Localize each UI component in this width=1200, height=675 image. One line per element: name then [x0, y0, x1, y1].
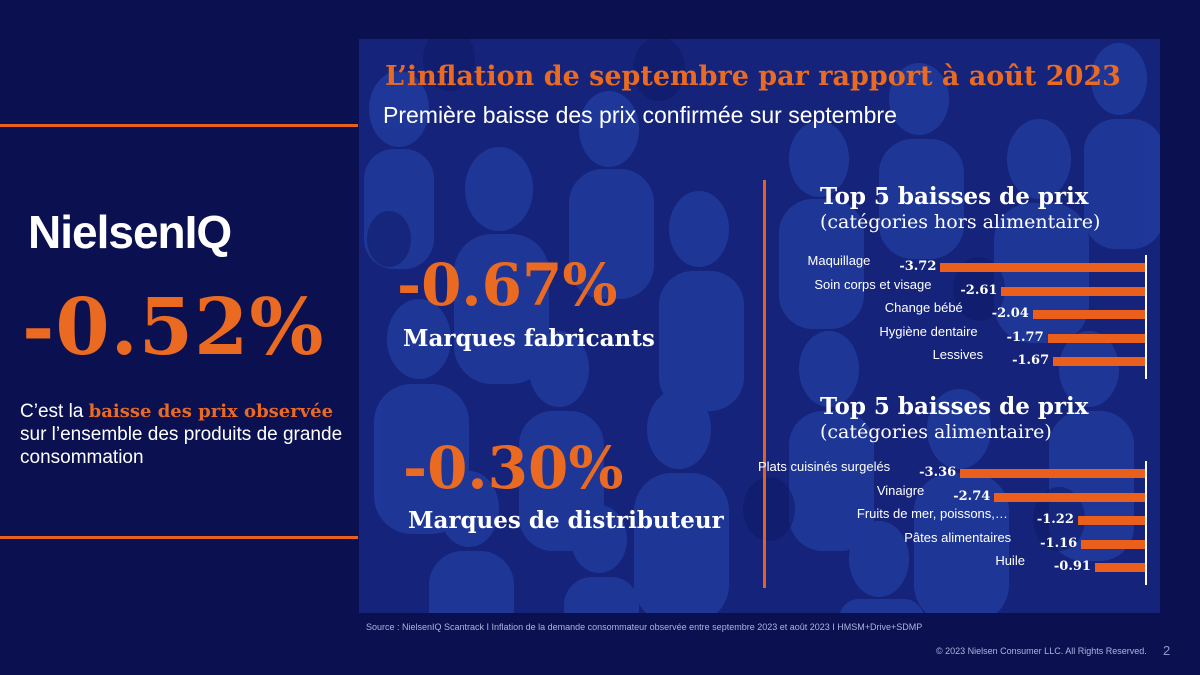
chart-2-subtitle: (catégories alimentaire)	[820, 421, 1052, 443]
source-note: Source : NielsenIQ Scantrack I Inflation…	[366, 622, 923, 632]
chart-2-category-label: Pâtes alimentaires	[904, 529, 1012, 545]
chart-1-category-label: Change bébé	[884, 300, 963, 316]
copyright-note: © 2023 Nielsen Consumer LLC. All Rights …	[936, 646, 1147, 656]
chart-2-value-label: -1.22	[1036, 512, 1074, 528]
chart-1-category-label: Lessives	[932, 347, 984, 363]
page-number: 2	[1163, 643, 1171, 658]
bottom-rule	[0, 536, 358, 539]
stat-marques-distributeur-value: -0.30%	[403, 434, 624, 502]
headline-stat: -0.52%	[22, 282, 325, 373]
chart-1-zero-axis	[1145, 255, 1147, 379]
chart-1-value-label: -2.04	[991, 306, 1029, 322]
chart-2-value-label: -1.16	[1040, 535, 1078, 551]
chart-2-category-label: Vinaigre	[876, 482, 925, 498]
chart-1-bar	[1032, 310, 1145, 320]
headline-description: C’est la baisse des prix observée sur l’…	[20, 400, 350, 469]
chart-2-value-label: -2.74	[953, 488, 991, 504]
chart-2-bar	[960, 469, 1145, 478]
stat-marques-fabricants-label: Marques fabricants	[403, 325, 655, 352]
chart-1-value-label: -1.77	[1006, 329, 1044, 345]
stat-marques-distributeur-label: Marques de distributeur	[408, 507, 724, 534]
chart-1-category-label: Maquillage	[807, 253, 871, 268]
chart-2-bar	[994, 492, 1145, 502]
desc-prefix: C’est la	[20, 401, 89, 422]
crowd-background-illustration	[364, 39, 1160, 613]
chart-1-subtitle: (catégories hors alimentaire)	[820, 211, 1101, 233]
chart-2-value-label: -3.36	[919, 465, 957, 480]
top-rule	[0, 124, 358, 127]
stat-marques-fabricants-value: -0.67%	[397, 251, 618, 319]
chart-2-bar	[1094, 563, 1145, 573]
chart-1-bar	[1001, 286, 1145, 296]
desc-highlight: baisse des prix observée	[88, 401, 334, 422]
desc-suffix: sur l’ensemble des produits de grande co…	[20, 424, 343, 468]
chart-1-category-label: Soin corps et visage	[814, 276, 932, 292]
chart-1-value-label: -2.61	[960, 282, 998, 298]
chart-2-category-label: Huile	[995, 553, 1025, 569]
chart-2-category-label: Plats cuisinés surgelés	[757, 459, 891, 474]
inflation-panel: L’inflation de septembre par rapport à a…	[359, 39, 1160, 613]
panel-subtitle: Première baisse des prix confirmée sur s…	[383, 102, 897, 128]
chart-1-bar	[1047, 333, 1145, 343]
chart-1-bar	[940, 263, 1145, 272]
chart-2-value-label: -0.91	[1053, 559, 1091, 575]
nielseniq-logo: NielsenIQ	[28, 206, 232, 258]
chart-2-category-label: Fruits de mer, poissons,…	[856, 506, 1008, 522]
chart-2-title: Top 5 baisses de prix	[820, 393, 1089, 420]
chart-1-value-label: -1.67	[1012, 353, 1050, 369]
chart-2-bar	[1081, 539, 1145, 549]
chart-2-zero-axis	[1145, 461, 1147, 585]
panel-title: L’inflation de septembre par rapport à a…	[385, 61, 1121, 92]
vertical-divider	[763, 180, 766, 588]
chart-2-bar	[1077, 516, 1145, 526]
chart-1-category-label: Hygiène dentaire	[879, 323, 978, 339]
chart-1-title: Top 5 baisses de prix	[820, 183, 1089, 210]
chart-1-value-label: -3.72	[899, 259, 937, 274]
chart-1-bar	[1053, 357, 1145, 367]
